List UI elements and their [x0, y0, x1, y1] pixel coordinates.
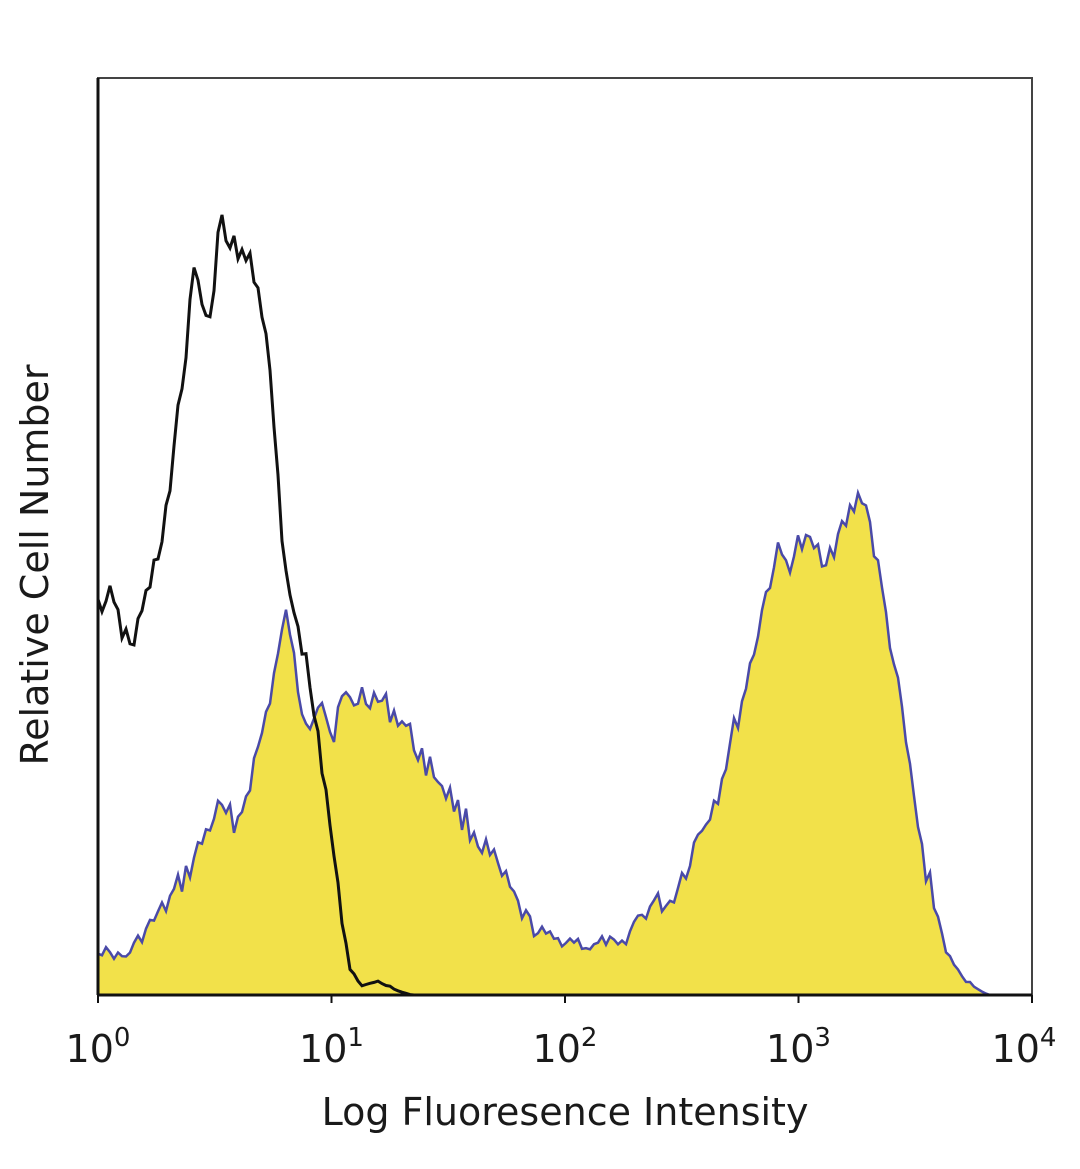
x-tick-labels: 100 101 102 103 104 [66, 995, 1057, 1071]
x-tick-label: 104 [992, 1023, 1057, 1071]
x-tick-label: 103 [766, 1023, 831, 1071]
x-tick-label: 102 [533, 1023, 598, 1071]
x-tick-label: 100 [66, 1023, 131, 1071]
x-tick-label: 101 [299, 1023, 364, 1071]
sample-histogram-fill [98, 492, 1030, 995]
sample-histogram-outline [97, 488, 1030, 997]
y-axis-title: Relative Cell Number [13, 364, 57, 765]
x-axis-title: Log Fluoresence Intensity [322, 1090, 809, 1134]
